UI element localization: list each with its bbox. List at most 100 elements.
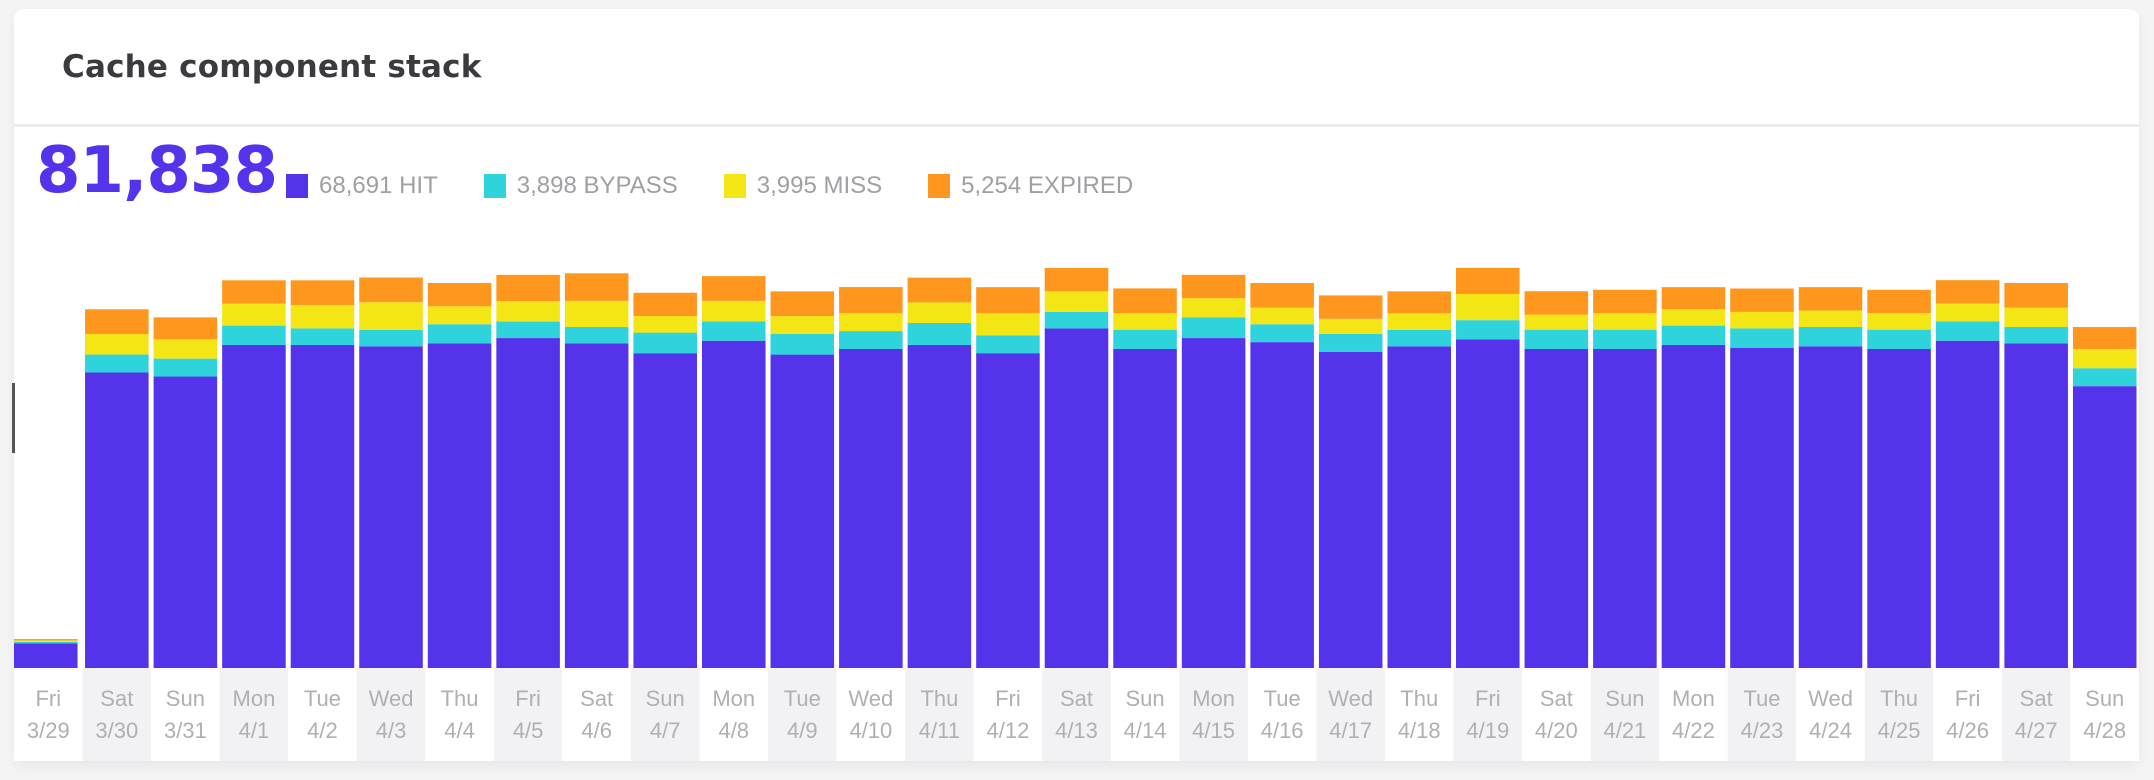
bar-segment-bypass[interactable] — [2004, 327, 2068, 344]
bar-segment-miss[interactable] — [2072, 348, 2137, 369]
bar-segment-bypass[interactable] — [770, 334, 835, 355]
bar-segment-hit[interactable] — [1113, 348, 1177, 668]
bar-segment-miss[interactable] — [1044, 291, 1109, 312]
bar-segment-hit[interactable] — [14, 643, 78, 668]
bar-segment-hit[interactable] — [1250, 342, 1314, 668]
bar-segment-bypass[interactable] — [839, 331, 903, 349]
bar-segment-hit[interactable] — [1798, 346, 1863, 668]
bar-segment-hit[interactable] — [839, 348, 903, 668]
bar-segment-bypass[interactable] — [1867, 329, 1931, 349]
bar-segment-expired[interactable] — [14, 639, 78, 641]
bar-segment-expired[interactable] — [1935, 280, 2000, 304]
bar-segment-hit[interactable] — [1730, 347, 1794, 668]
bar-segment-hit[interactable] — [153, 376, 218, 668]
bar-segment-expired[interactable] — [1730, 288, 1794, 312]
bar-segment-hit[interactable] — [633, 353, 697, 668]
bar-segment-hit[interactable] — [1593, 348, 1657, 668]
bar-segment-expired[interactable] — [496, 274, 560, 302]
bar-segment-miss[interactable] — [153, 339, 218, 359]
bar-segment-expired[interactable] — [1113, 288, 1177, 314]
bar-segment-expired[interactable] — [839, 287, 903, 314]
bar-segment-bypass[interactable] — [1318, 333, 1383, 352]
bar-segment-bypass[interactable] — [1798, 327, 1863, 347]
bar-segment-miss[interactable] — [1730, 311, 1794, 329]
bar-segment-expired[interactable] — [359, 277, 423, 303]
bar-segment-bypass[interactable] — [1113, 329, 1177, 349]
bar-segment-miss[interactable] — [1661, 309, 1726, 326]
bar-segment-bypass[interactable] — [633, 332, 697, 354]
bar-segment-hit[interactable] — [1318, 351, 1383, 668]
bar-segment-miss[interactable] — [2004, 307, 2068, 328]
bar-segment-expired[interactable] — [290, 280, 355, 306]
bar-segment-miss[interactable] — [1935, 303, 2000, 322]
bar-segment-miss[interactable] — [633, 316, 697, 333]
bar-segment-expired[interactable] — [1181, 274, 1246, 299]
bar-segment-miss[interactable] — [427, 306, 492, 325]
bar-segment-miss[interactable] — [1181, 298, 1246, 318]
bar-segment-hit[interactable] — [1867, 348, 1931, 668]
bar-segment-bypass[interactable] — [1935, 321, 2000, 341]
bar-segment-bypass[interactable] — [976, 335, 1040, 354]
bar-segment-hit[interactable] — [976, 353, 1040, 668]
bar-segment-bypass[interactable] — [153, 358, 218, 377]
bar-segment-miss[interactable] — [1318, 318, 1383, 334]
bar-segment-hit[interactable] — [907, 344, 972, 668]
bar-segment-miss[interactable] — [222, 303, 286, 326]
bar-segment-bypass[interactable] — [564, 327, 629, 344]
bar-segment-expired[interactable] — [1387, 291, 1452, 314]
legend-item-hit[interactable]: 68,691 HIT — [286, 172, 438, 200]
bar-segment-expired[interactable] — [770, 291, 835, 317]
scroll-handle[interactable] — [12, 383, 15, 453]
bar-segment-bypass[interactable] — [427, 324, 492, 344]
bar-segment-bypass[interactable] — [14, 641, 78, 644]
bar-segment-expired[interactable] — [633, 292, 697, 317]
bar-segment-miss[interactable] — [1524, 314, 1589, 330]
bar-segment-expired[interactable] — [85, 309, 149, 335]
bar-segment-hit[interactable] — [2004, 343, 2068, 668]
legend-item-miss[interactable]: 3,995 MISS — [723, 172, 882, 200]
bar-segment-hit[interactable] — [2072, 386, 2137, 668]
bar-segment-bypass[interactable] — [701, 321, 766, 341]
bar-segment-bypass[interactable] — [1730, 328, 1794, 348]
bar-segment-hit[interactable] — [359, 346, 423, 668]
bar-segment-bypass[interactable] — [496, 321, 560, 339]
legend-item-expired[interactable]: 5,254 EXPIRED — [928, 172, 1133, 200]
bar-segment-miss[interactable] — [976, 313, 1040, 336]
bar-segment-expired[interactable] — [701, 276, 766, 301]
bar-segment-hit[interactable] — [1935, 340, 2000, 668]
bar-segment-expired[interactable] — [564, 273, 629, 301]
bar-segment-bypass[interactable] — [907, 322, 972, 345]
bar-segment-miss[interactable] — [85, 334, 149, 355]
bar-segment-miss[interactable] — [1250, 307, 1314, 325]
bar-segment-expired[interactable] — [1250, 282, 1314, 308]
bar-segment-bypass[interactable] — [1250, 324, 1314, 343]
bar-segment-bypass[interactable] — [85, 354, 149, 373]
bar-segment-hit[interactable] — [701, 340, 766, 668]
bar-segment-bypass[interactable] — [1661, 325, 1726, 345]
bar-segment-miss[interactable] — [1113, 313, 1177, 330]
bar-segment-bypass[interactable] — [1593, 329, 1657, 349]
bar-segment-expired[interactable] — [1661, 287, 1726, 310]
bar-segment-expired[interactable] — [2004, 282, 2068, 308]
bar-segment-miss[interactable] — [1798, 310, 1863, 328]
legend-item-bypass[interactable]: 3,898 BYPASS — [483, 172, 678, 200]
bar-segment-miss[interactable] — [1456, 294, 1520, 321]
bar-segment-bypass[interactable] — [1044, 311, 1109, 329]
bar-segment-hit[interactable] — [770, 354, 835, 668]
bar-segment-miss[interactable] — [770, 316, 835, 335]
bar-segment-hit[interactable] — [1661, 344, 1726, 668]
bar-segment-expired[interactable] — [907, 277, 972, 303]
bar-segment-bypass[interactable] — [290, 328, 355, 345]
bar-segment-hit[interactable] — [85, 372, 149, 668]
bar-segment-hit[interactable] — [1524, 348, 1589, 668]
bar-segment-hit[interactable] — [496, 338, 560, 668]
bar-segment-bypass[interactable] — [359, 329, 423, 347]
bar-segment-expired[interactable] — [427, 282, 492, 307]
bar-segment-bypass[interactable] — [1524, 329, 1589, 349]
bar-segment-miss[interactable] — [14, 640, 78, 642]
bar-segment-miss[interactable] — [290, 305, 355, 329]
bar-segment-hit[interactable] — [1387, 346, 1452, 668]
bar-segment-hit[interactable] — [290, 344, 355, 668]
bar-segment-hit[interactable] — [427, 343, 492, 668]
bar-segment-bypass[interactable] — [1456, 320, 1520, 340]
